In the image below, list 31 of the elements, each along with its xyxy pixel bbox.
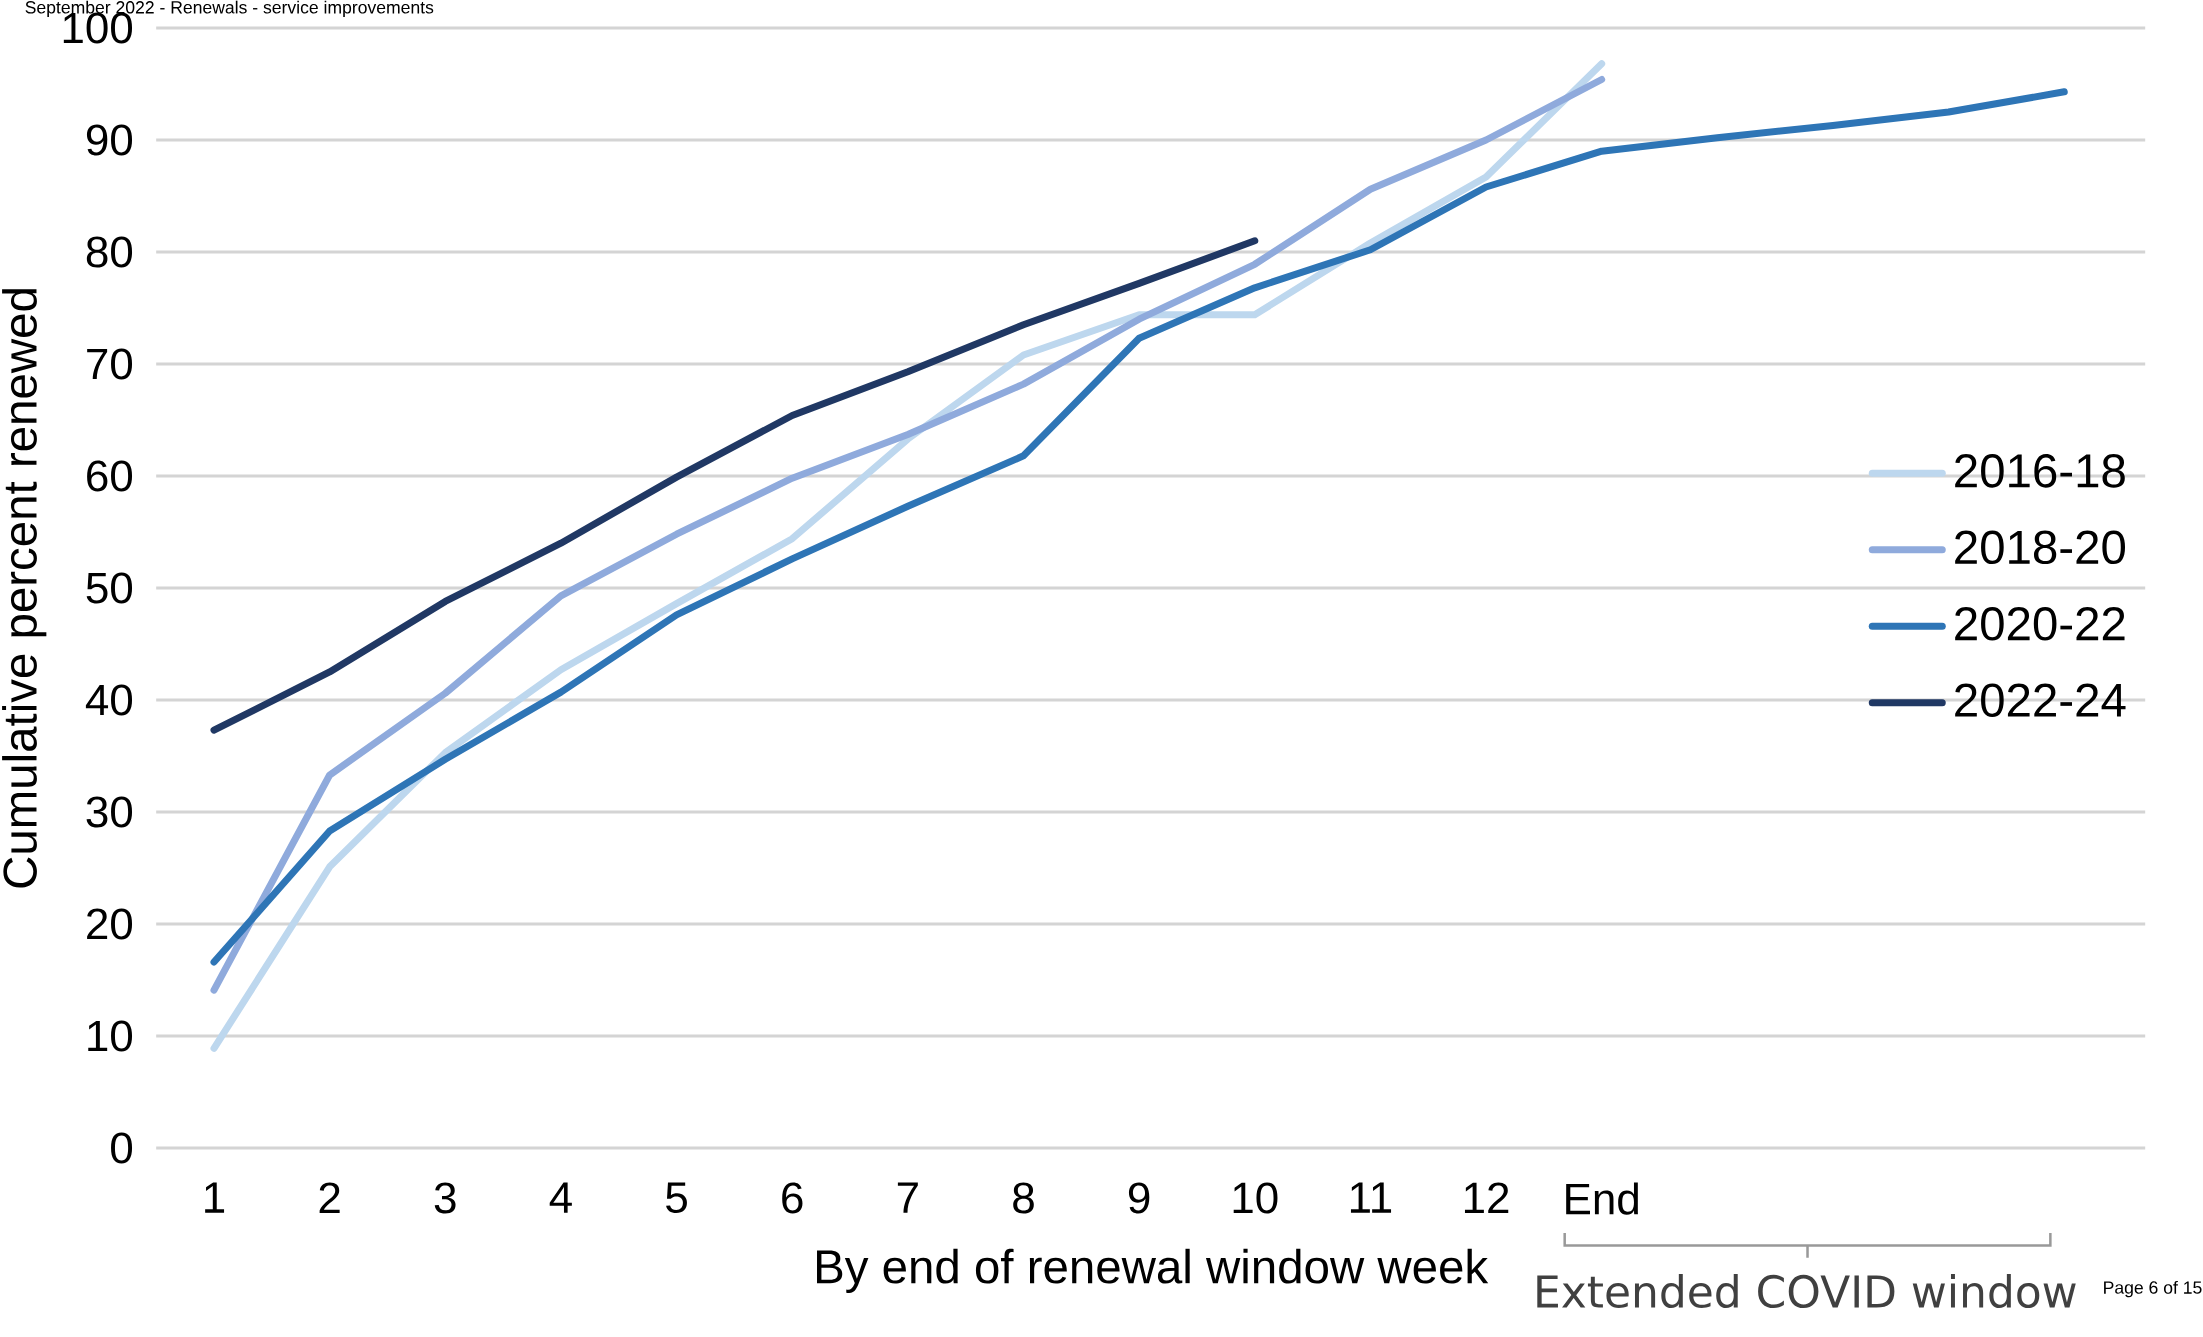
x-tick-label: 8 [1013, 1182, 1034, 1214]
x-tick-label: End [1566, 1182, 1638, 1215]
legend-label: 2022-24 [1955, 683, 2126, 718]
x-tick-label: 10 [1233, 1182, 1278, 1214]
y-tick-label: 20 [87, 908, 133, 940]
x-tick-label: 1 [205, 1182, 225, 1213]
x-tick-label: 12 [1464, 1182, 1509, 1214]
y-tick-label: 50 [86, 572, 133, 604]
legend-label: 2018-20 [1955, 530, 2126, 565]
x-tick-label: 9 [1128, 1182, 1150, 1214]
x-tick-label: 6 [782, 1182, 803, 1214]
y-tick-label: 10 [88, 1020, 133, 1052]
y-tick-label: 0 [111, 1132, 133, 1164]
text: Extended COVID window [1537, 1274, 2076, 1309]
y-tick-label: 30 [86, 796, 133, 828]
y-axis-title: Cumulative percent renewed [2, 289, 47, 888]
y-tick-label: 80 [86, 236, 133, 268]
y-tick-label: 60 [87, 460, 133, 492]
x-tick-label: 5 [666, 1182, 687, 1214]
x-tick-label: 3 [434, 1182, 456, 1214]
y-tick-label: 40 [85, 684, 133, 716]
y-tick-label: 70 [87, 348, 133, 380]
x-tick-label: 7 [897, 1182, 918, 1213]
x-tick-label: 11 [1350, 1182, 1392, 1213]
x-tick-label: 4 [549, 1182, 572, 1213]
text: Page 6 of 15 [2104, 1280, 2202, 1298]
y-tick-label: 90 [86, 124, 133, 156]
x-axis-title: By end of renewal window week [817, 1248, 1489, 1294]
legend-label: 2016-18 [1955, 454, 2125, 488]
legend-label: 2020-22 [1955, 607, 2125, 641]
x-tick-label: 2 [319, 1182, 340, 1214]
